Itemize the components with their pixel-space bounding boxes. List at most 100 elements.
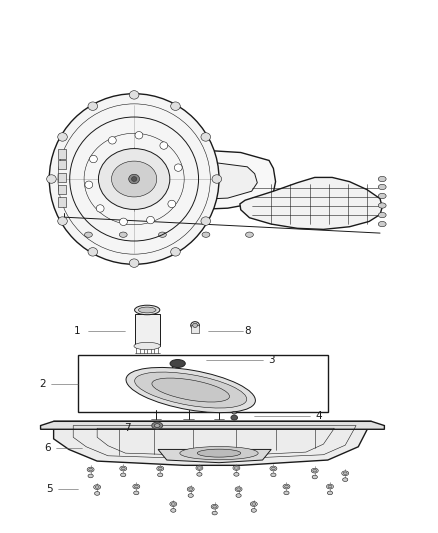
Ellipse shape	[94, 484, 101, 489]
Polygon shape	[59, 150, 276, 210]
Ellipse shape	[174, 164, 182, 171]
Ellipse shape	[121, 467, 125, 470]
Ellipse shape	[129, 174, 140, 184]
Polygon shape	[58, 185, 66, 195]
Ellipse shape	[112, 161, 157, 197]
Ellipse shape	[96, 205, 104, 212]
Polygon shape	[53, 421, 371, 465]
Bar	[134, 314, 160, 346]
Ellipse shape	[147, 216, 155, 224]
Ellipse shape	[154, 424, 160, 427]
Ellipse shape	[197, 472, 202, 476]
Ellipse shape	[95, 491, 100, 495]
Ellipse shape	[234, 467, 238, 470]
Ellipse shape	[85, 232, 92, 237]
Ellipse shape	[170, 360, 185, 368]
Polygon shape	[71, 160, 257, 200]
Ellipse shape	[233, 466, 240, 470]
Ellipse shape	[284, 491, 289, 495]
Text: 3: 3	[268, 356, 275, 365]
Ellipse shape	[246, 232, 253, 237]
Ellipse shape	[197, 449, 241, 457]
Ellipse shape	[109, 136, 116, 144]
Ellipse shape	[211, 504, 218, 509]
Ellipse shape	[95, 486, 99, 488]
Polygon shape	[58, 197, 66, 207]
Ellipse shape	[212, 511, 217, 515]
Ellipse shape	[328, 485, 332, 488]
Ellipse shape	[119, 232, 127, 237]
Ellipse shape	[133, 484, 140, 489]
Ellipse shape	[193, 323, 198, 327]
Ellipse shape	[378, 176, 386, 182]
Ellipse shape	[342, 471, 349, 475]
Ellipse shape	[343, 472, 347, 474]
Ellipse shape	[236, 494, 241, 497]
Ellipse shape	[378, 184, 386, 190]
Ellipse shape	[152, 422, 162, 429]
Ellipse shape	[87, 467, 94, 472]
Ellipse shape	[126, 367, 255, 413]
Ellipse shape	[88, 248, 98, 256]
Ellipse shape	[157, 466, 164, 471]
Ellipse shape	[88, 469, 92, 471]
Ellipse shape	[188, 494, 193, 497]
Ellipse shape	[180, 447, 258, 460]
Ellipse shape	[158, 473, 163, 477]
Polygon shape	[41, 423, 385, 429]
Ellipse shape	[235, 487, 242, 491]
Polygon shape	[240, 177, 382, 229]
Text: 4: 4	[316, 411, 322, 421]
Ellipse shape	[378, 203, 386, 208]
Ellipse shape	[120, 473, 126, 477]
Ellipse shape	[272, 467, 276, 470]
Text: 1: 1	[74, 326, 81, 336]
Ellipse shape	[134, 305, 160, 315]
Bar	[191, 325, 199, 333]
Ellipse shape	[311, 469, 318, 473]
Ellipse shape	[58, 133, 67, 141]
Polygon shape	[41, 421, 385, 429]
Ellipse shape	[189, 488, 193, 490]
Text: 7: 7	[124, 423, 131, 433]
Ellipse shape	[58, 217, 67, 225]
Ellipse shape	[201, 133, 211, 141]
Text: 8: 8	[244, 326, 251, 336]
Ellipse shape	[88, 102, 98, 110]
Polygon shape	[158, 449, 271, 463]
Bar	[78, 354, 328, 412]
Ellipse shape	[49, 94, 219, 264]
Ellipse shape	[135, 132, 143, 139]
Ellipse shape	[343, 478, 348, 481]
Ellipse shape	[251, 508, 256, 512]
Ellipse shape	[171, 508, 176, 512]
Ellipse shape	[171, 102, 180, 110]
Ellipse shape	[202, 232, 210, 237]
Ellipse shape	[138, 307, 156, 313]
Polygon shape	[58, 149, 66, 159]
Ellipse shape	[252, 503, 256, 505]
Ellipse shape	[234, 472, 239, 476]
Ellipse shape	[131, 176, 137, 181]
Polygon shape	[58, 173, 66, 182]
Ellipse shape	[313, 470, 317, 472]
Ellipse shape	[191, 321, 199, 329]
Ellipse shape	[201, 217, 211, 225]
Ellipse shape	[213, 505, 217, 508]
Ellipse shape	[285, 485, 288, 488]
Text: 6: 6	[44, 443, 50, 453]
Ellipse shape	[312, 475, 318, 479]
Ellipse shape	[152, 378, 230, 402]
Ellipse shape	[120, 218, 127, 225]
Ellipse shape	[232, 411, 237, 414]
Ellipse shape	[120, 466, 127, 471]
Ellipse shape	[134, 372, 247, 408]
Ellipse shape	[134, 342, 160, 350]
Ellipse shape	[198, 467, 201, 470]
Ellipse shape	[212, 175, 222, 183]
Ellipse shape	[170, 502, 177, 506]
Ellipse shape	[326, 484, 333, 489]
Ellipse shape	[134, 485, 138, 488]
Polygon shape	[58, 160, 66, 169]
Text: 2: 2	[39, 379, 46, 389]
